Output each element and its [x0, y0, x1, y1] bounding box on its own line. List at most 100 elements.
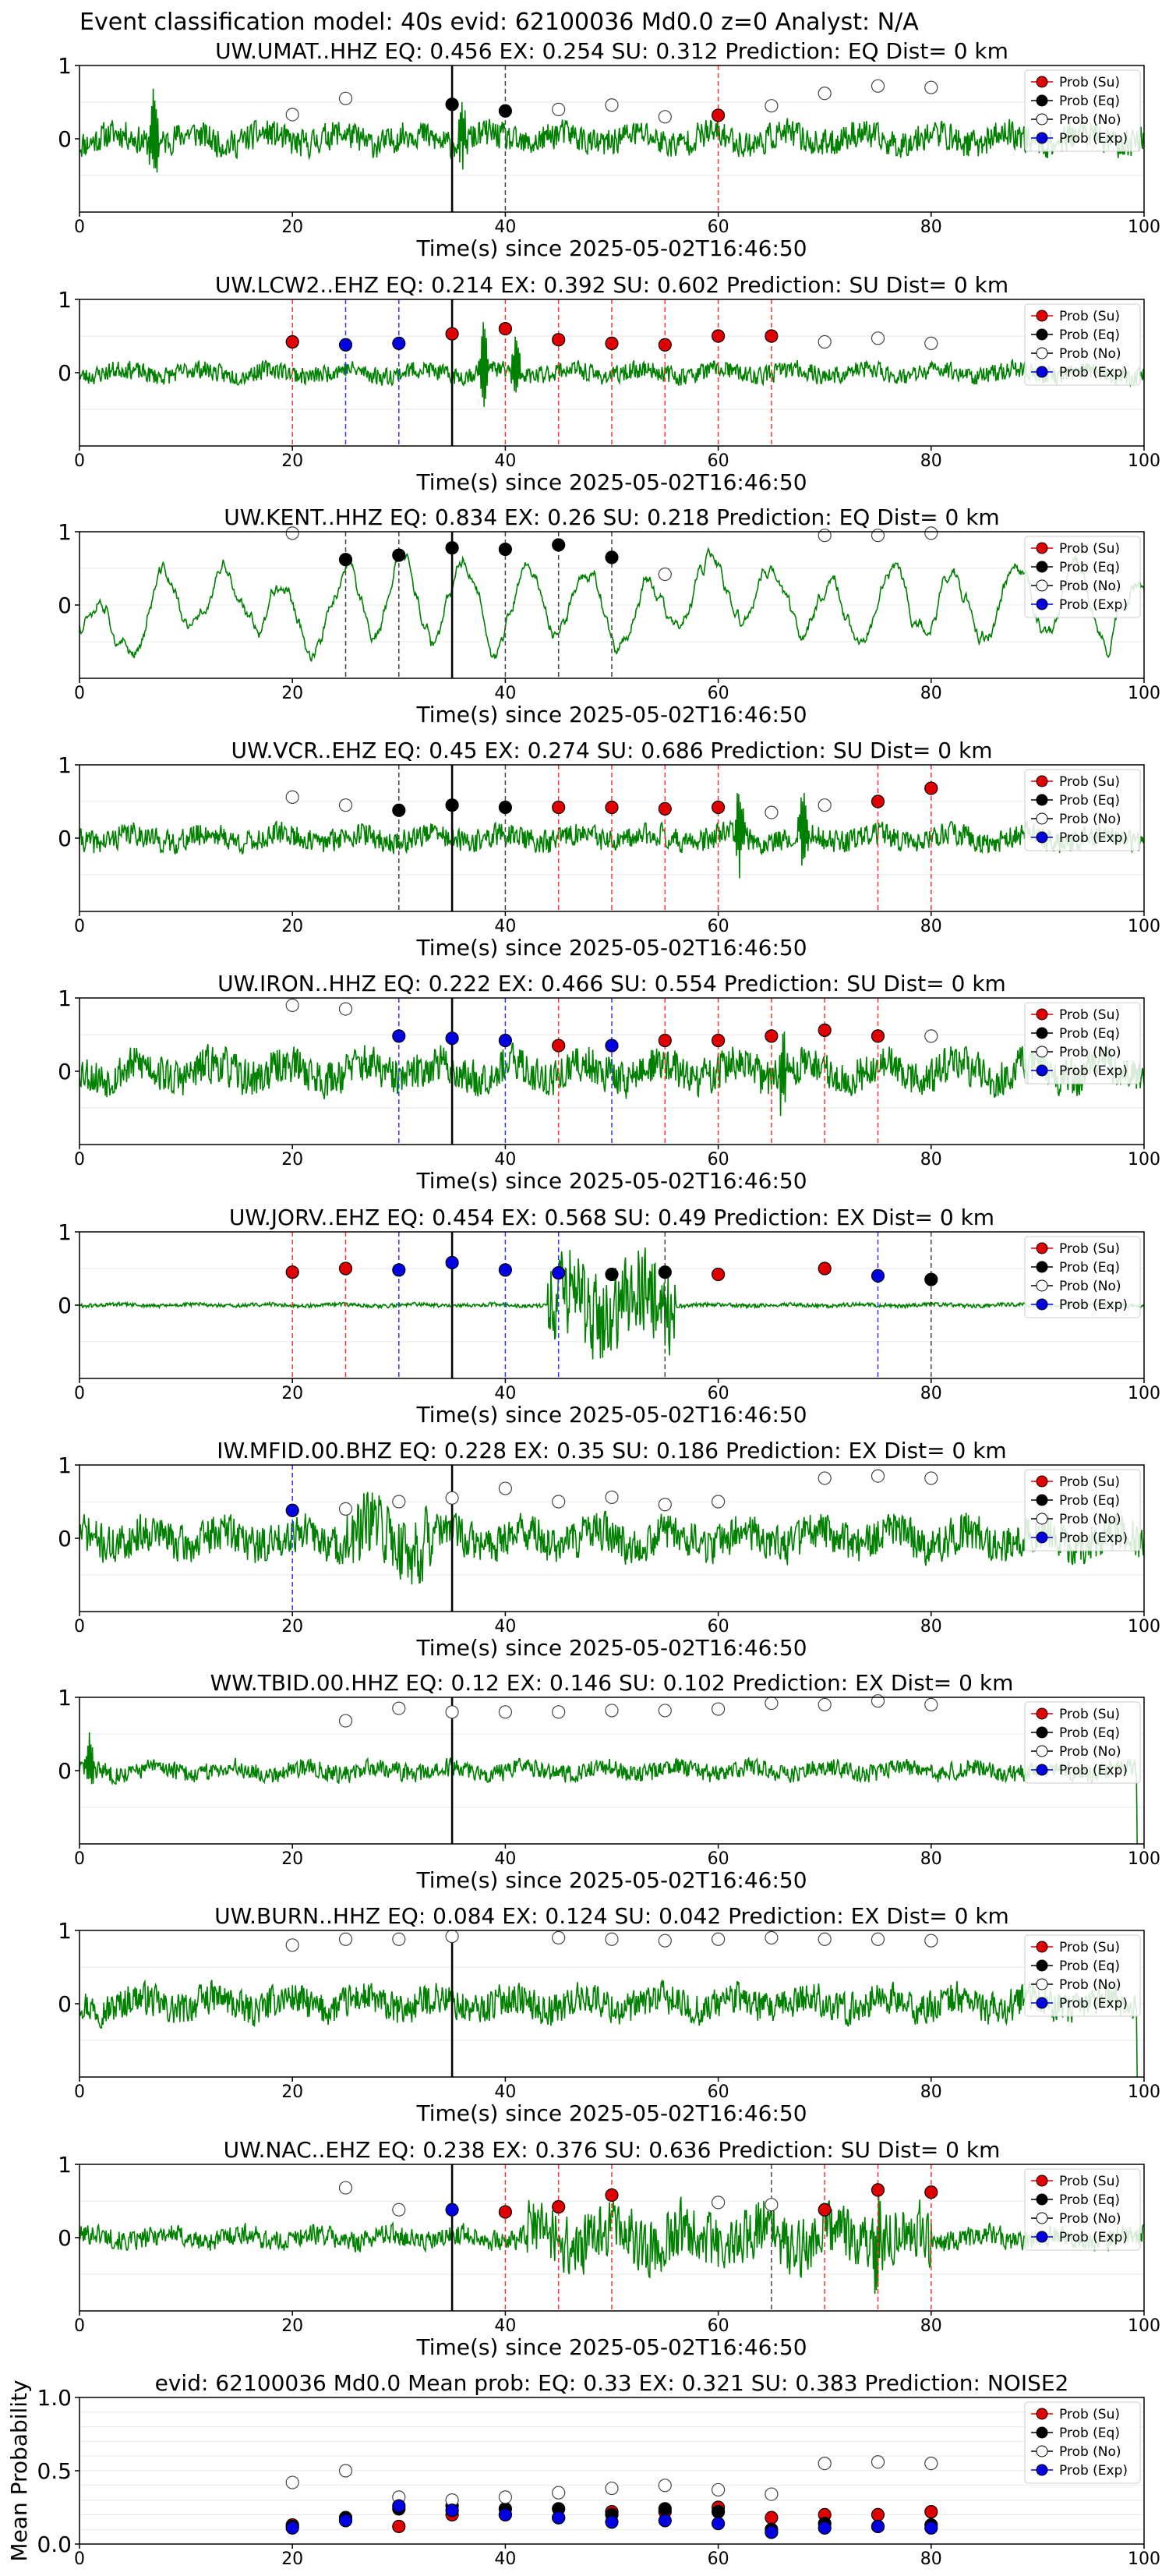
x-tick-label: 20	[281, 1617, 303, 1637]
marker-no	[498, 1705, 513, 1719]
marker-eq	[498, 104, 513, 118]
marker-su	[871, 1029, 885, 1043]
x-tick-label: 0	[74, 1617, 85, 1637]
x-tick-label: 40	[494, 1384, 516, 1403]
x-tick-label: 40	[494, 2549, 516, 2569]
legend-label: Prob (Eq)	[1059, 560, 1120, 575]
x-tick-label: 0	[74, 451, 85, 471]
marker-eq	[392, 548, 406, 562]
y-tick-label: 0.0	[37, 2532, 72, 2557]
marker-no	[392, 2203, 406, 2217]
legend-label: Prob (No)	[1059, 1279, 1121, 1294]
legend-marker	[1036, 2408, 1048, 2420]
figure-title: Event classification model: 40s evid: 62…	[79, 9, 919, 36]
legend-box	[1024, 1701, 1141, 1784]
marker-no	[658, 1704, 672, 1718]
marker-eq	[711, 2505, 726, 2519]
legend-marker	[1036, 2426, 1048, 2439]
marker-no	[338, 1932, 353, 1946]
marker-no	[711, 1702, 726, 1716]
marker-su	[392, 2519, 406, 2534]
marker-no	[338, 1714, 353, 1728]
legend-label: Prob (No)	[1059, 346, 1121, 362]
y-tick-label: 1.0	[37, 2385, 72, 2411]
legend-marker	[1036, 812, 1048, 825]
legend-marker	[1036, 1298, 1048, 1311]
x-tick-label: 100	[1128, 451, 1160, 471]
legend: Prob (Su) Prob (Eq) Prob (No) Prob (Exp)	[1024, 2168, 1141, 2251]
marker-no	[338, 91, 353, 105]
marker-su	[924, 2505, 938, 2519]
x-tick-label: 60	[708, 218, 729, 237]
marker-no	[871, 79, 885, 93]
legend-label: Prob (Eq)	[1059, 1260, 1120, 1276]
plot-area	[79, 1465, 1144, 1612]
legend-label: Prob (Eq)	[1059, 1493, 1120, 1509]
y-tick-label: 0	[58, 1758, 72, 1784]
x-tick-label: 0	[74, 2549, 85, 2569]
marker-no	[765, 99, 779, 113]
marker-no	[338, 2464, 353, 2478]
marker-su	[871, 794, 885, 809]
x-tick-label: 0	[74, 1150, 85, 1169]
marker-eq	[498, 542, 513, 557]
x-tick-label: 0	[74, 1384, 85, 1403]
x-tick-label: 0	[74, 1849, 85, 1869]
x-tick-label: 40	[494, 1617, 516, 1637]
legend-label: Prob (No)	[1059, 1045, 1121, 1060]
y-tick-label: 0.5	[37, 2458, 72, 2484]
x-tick-label: 60	[708, 1849, 729, 1869]
y-tick-label: 0	[58, 1526, 72, 1552]
legend-marker	[1036, 1745, 1048, 1757]
marker-no	[285, 790, 299, 804]
marker-no	[392, 1495, 406, 1509]
marker-su	[818, 1261, 832, 1276]
x-tick-label: 80	[920, 2549, 942, 2569]
subplot-title: WW.TBID.00.HHZ EQ: 0.12 EX: 0.146 SU: 0.…	[210, 1670, 1014, 1696]
marker-eq	[445, 97, 459, 111]
x-tick-label: 40	[494, 2316, 516, 2336]
legend-label: Prob (Su)	[1059, 1007, 1120, 1023]
legend-box	[1024, 2168, 1141, 2251]
marker-no	[552, 1705, 566, 1719]
legend-label: Prob (Exp)	[1059, 1763, 1128, 1778]
plot-area	[79, 65, 1144, 212]
marker-exp	[445, 2203, 459, 2217]
legend-marker	[1036, 1707, 1048, 1720]
x-tick-label: 100	[1128, 1849, 1160, 1869]
plot-area	[79, 765, 1144, 911]
subplot-4: UW.VCR..EHZ EQ: 0.45 EX: 0.274 SU: 0.686…	[58, 738, 1160, 961]
legend-label: Prob (No)	[1059, 1512, 1121, 1527]
marker-no	[498, 1481, 513, 1495]
plot-area	[79, 1930, 1144, 2077]
marker-exp	[445, 2503, 459, 2518]
legend-marker	[1036, 1494, 1048, 1506]
marker-su	[711, 1267, 726, 1282]
marker-no	[498, 2490, 513, 2504]
legend-label: Prob (Eq)	[1059, 1026, 1120, 1042]
legend-marker	[1036, 1978, 1048, 1990]
plot-area	[79, 998, 1144, 1145]
x-tick-label: 20	[281, 684, 303, 703]
marker-no	[338, 1502, 353, 1516]
marker-su	[552, 1039, 566, 1053]
marker-exp	[498, 2507, 513, 2521]
x-tick-label: 100	[1128, 2549, 1160, 2569]
marker-su	[765, 1029, 779, 1043]
x-tick-label: 60	[708, 2082, 729, 2102]
marker-no	[871, 331, 885, 345]
legend-label: Prob (No)	[1059, 579, 1121, 594]
marker-no	[552, 2486, 566, 2500]
marker-no	[924, 80, 938, 94]
y-tick-label: 1	[58, 752, 72, 778]
legend-box	[1024, 769, 1141, 851]
marker-su	[924, 2185, 938, 2199]
legend-marker	[1036, 1475, 1048, 1488]
y-tick-label: 0	[58, 1059, 72, 1085]
marker-no	[338, 798, 353, 812]
marker-eq	[498, 800, 513, 815]
marker-exp	[605, 2515, 619, 2529]
legend-marker	[1036, 328, 1048, 341]
legend-marker	[1036, 113, 1048, 126]
y-axis-label: Mean Probability	[6, 2380, 32, 2561]
